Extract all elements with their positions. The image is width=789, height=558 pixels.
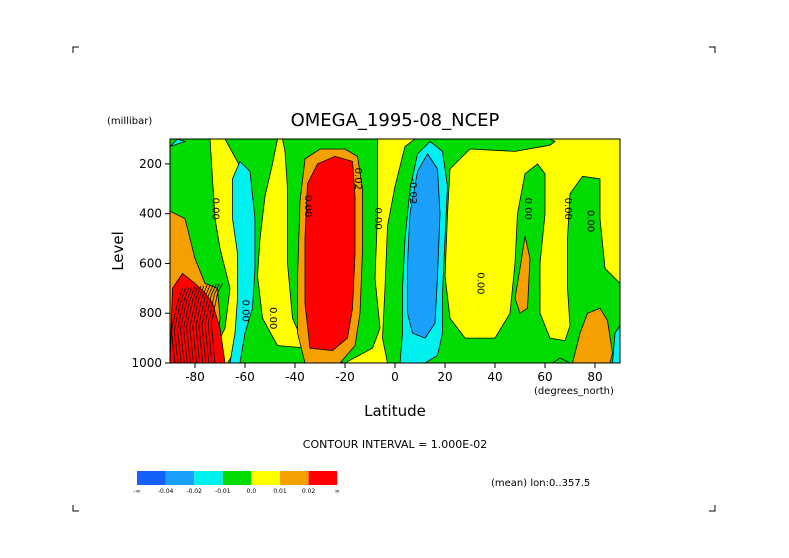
contour-region-14 bbox=[571, 307, 613, 364]
dense-contour-line bbox=[198, 284, 211, 364]
x-tick-label: -80 bbox=[185, 370, 205, 384]
colorbar-label: -0.04 bbox=[158, 488, 174, 495]
contour-label: 0.00 bbox=[210, 198, 221, 220]
x-tick-label: -20 bbox=[335, 370, 355, 384]
x-tick-label: 60 bbox=[537, 370, 552, 384]
contour-label: 0.02 bbox=[352, 168, 363, 190]
colorbar-swatch bbox=[308, 471, 338, 485]
crop-mark-bottom-right bbox=[709, 505, 716, 512]
colorbar-label: -0.01 bbox=[215, 488, 231, 495]
colorbar-swatch bbox=[194, 471, 223, 485]
contour-label: 0.00 bbox=[302, 195, 313, 217]
x-axis-label: Latitude bbox=[364, 402, 426, 420]
y-tick-label: 600 bbox=[139, 256, 162, 270]
contour-region-8 bbox=[169, 138, 187, 147]
x-axis-units: (degrees_north) bbox=[534, 386, 614, 397]
colorbar-label: 0.01 bbox=[273, 488, 287, 495]
colorbar-label: ∞ bbox=[335, 488, 340, 495]
x-tick-label: -40 bbox=[285, 370, 305, 384]
dense-contour-lines bbox=[170, 283, 223, 364]
colorbar-label: -∞ bbox=[133, 488, 140, 495]
contour-label: 0.00 bbox=[240, 300, 251, 322]
plot-area bbox=[169, 138, 621, 364]
x-axis-ticks: -80 -60 -40 -20 0 20 40 60 80 bbox=[185, 363, 603, 384]
contour-region-13 bbox=[514, 236, 531, 314]
y-tick-label: 200 bbox=[139, 157, 162, 171]
x-tick-label: 0 bbox=[391, 370, 399, 384]
contour-labels: 0.00 0.00 0.00 0.00 0.02 0.00 -0.02 0.00 0.00 0.0… bbox=[210, 168, 596, 330]
contour-region-15 bbox=[304, 155, 356, 352]
colorbar-swatch bbox=[165, 471, 195, 485]
colorbar-label: 0.02 bbox=[302, 488, 316, 495]
contour-region-10 bbox=[407, 153, 441, 339]
contour-label: 0.00 bbox=[585, 210, 596, 232]
colorbar-label: 0.0 bbox=[247, 488, 257, 495]
colorbar-swatch bbox=[280, 471, 309, 485]
dense-contour-line bbox=[201, 284, 214, 364]
x-tick-label: 80 bbox=[587, 370, 602, 384]
contour-label: -0.02 bbox=[407, 178, 418, 204]
colorbar: -∞ -0.04 -0.02 -0.01 0.0 0.01 0.02 ∞ bbox=[133, 471, 340, 495]
dense-contour-line bbox=[204, 283, 217, 364]
crop-mark-top-left bbox=[72, 46, 79, 53]
y-tick-label: 400 bbox=[139, 207, 162, 221]
dense-contour-line bbox=[173, 287, 186, 364]
colorbar-swatch bbox=[222, 471, 252, 485]
mean-lon-text: (mean) lon:0..357.5 bbox=[491, 478, 590, 489]
dense-contour-line bbox=[186, 286, 199, 364]
dense-contour-line bbox=[207, 283, 220, 364]
dense-contour-line bbox=[170, 288, 183, 364]
contour-label: 0.00 bbox=[522, 198, 533, 220]
crop-marks bbox=[72, 46, 716, 512]
dense-contour-line bbox=[183, 286, 196, 364]
y-axis-label: Level bbox=[109, 231, 127, 271]
y-tick-label: 1000 bbox=[131, 356, 162, 370]
dense-contour-line bbox=[195, 285, 208, 364]
colorbar-label: -0.02 bbox=[186, 488, 202, 495]
y-axis-units: (millibar) bbox=[107, 116, 152, 127]
x-tick-label: 20 bbox=[437, 370, 452, 384]
x-tick-label: -60 bbox=[235, 370, 255, 384]
y-axis-ticks: 200 400 600 800 1000 bbox=[131, 157, 170, 370]
contour-region-6 bbox=[229, 160, 256, 364]
contour-label: 0.00 bbox=[372, 207, 383, 229]
y-tick-label: 800 bbox=[139, 306, 162, 320]
contour-label: 0.00 bbox=[475, 272, 486, 294]
colorbar-swatch bbox=[137, 471, 166, 485]
crop-mark-bottom-left bbox=[72, 505, 79, 512]
chart-title: OMEGA_1995-08_NCEP bbox=[291, 110, 500, 131]
dense-contour-line bbox=[189, 285, 202, 364]
crop-mark-top-right bbox=[709, 46, 716, 53]
x-tick-label: 40 bbox=[487, 370, 502, 384]
colorbar-swatch bbox=[251, 471, 280, 485]
contour-label: 0.00 bbox=[267, 307, 278, 329]
dense-contour-line bbox=[210, 283, 223, 364]
contour-label: 0.00 bbox=[562, 198, 573, 220]
dense-contour-line bbox=[180, 287, 193, 364]
dense-contour-line bbox=[176, 287, 190, 364]
dense-contour-line bbox=[192, 285, 205, 364]
contour-interval-text: CONTOUR INTERVAL = 1.000E-02 bbox=[303, 438, 487, 451]
